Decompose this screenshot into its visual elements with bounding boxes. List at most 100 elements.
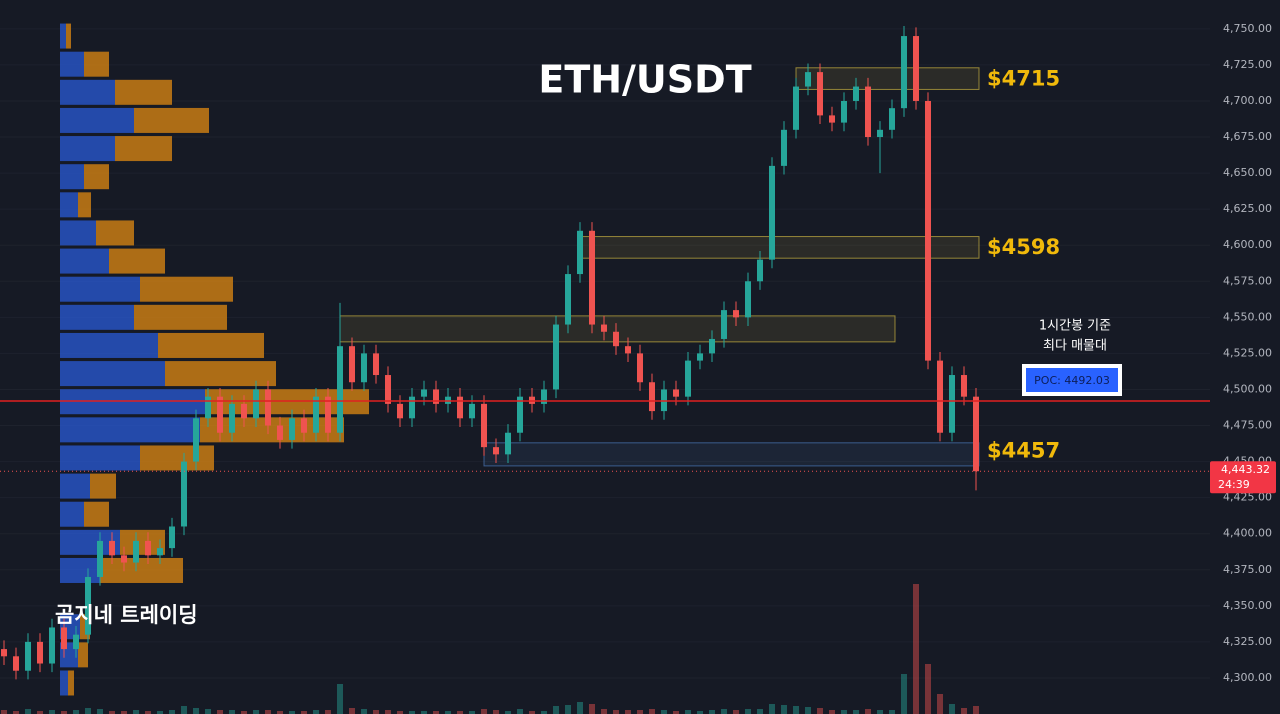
price-axis — [1210, 0, 1280, 714]
profile-buy — [60, 417, 200, 443]
volume-bar — [205, 709, 211, 714]
volume-bar — [865, 709, 871, 714]
volume-bar — [577, 702, 583, 714]
volume-bar — [625, 710, 631, 714]
volume-bar — [289, 711, 295, 714]
poc-note: 1시간봉 기준 — [1039, 319, 1111, 334]
candle-body — [829, 115, 835, 123]
profile-sell — [140, 445, 214, 471]
candle-body — [25, 641, 31, 671]
volume-bar — [781, 705, 787, 714]
volume-bar — [121, 711, 127, 714]
volume-bar — [13, 711, 19, 714]
candle-body — [625, 346, 631, 354]
volume-bar — [673, 711, 679, 714]
candle-body — [181, 461, 187, 527]
volume-bar — [361, 709, 367, 714]
candle-body — [277, 425, 283, 440]
candle-body — [217, 396, 223, 433]
candle-body — [397, 403, 403, 419]
candle-body — [385, 375, 391, 404]
candle-body — [853, 86, 859, 101]
profile-buy — [60, 192, 78, 218]
volume-bar — [241, 711, 247, 714]
candle-body — [769, 165, 775, 260]
candle-body — [877, 129, 883, 138]
volume-bar — [841, 710, 847, 714]
candle-body — [601, 324, 607, 332]
volume-bar — [301, 711, 307, 714]
poc-box-inner — [1026, 368, 1118, 392]
candle-body — [577, 230, 583, 275]
volume-bar — [25, 709, 31, 714]
candle-body — [469, 403, 475, 419]
volume-bar — [73, 710, 79, 714]
volume-bar — [745, 709, 751, 714]
y-tick-label: 4,350.00 — [1223, 599, 1272, 612]
candle-body — [193, 418, 199, 462]
volume-bar — [253, 710, 259, 714]
volume-bar — [565, 705, 571, 714]
volume-bar — [949, 704, 955, 714]
volume-bar — [733, 710, 739, 714]
volume-bar — [325, 710, 331, 714]
poc-note: 최다 매물대 — [1043, 339, 1107, 354]
volume-bar — [613, 710, 619, 714]
zone-label: $4598 — [987, 235, 1060, 259]
y-tick-label: 4,700.00 — [1223, 94, 1272, 107]
profile-buy — [60, 557, 100, 583]
candle-body — [865, 86, 871, 138]
volume-bar — [1, 710, 7, 714]
candle-body — [13, 656, 19, 671]
y-tick-label: 4,575.00 — [1223, 274, 1272, 287]
candle-body — [241, 403, 247, 419]
volume-bar — [637, 710, 643, 714]
profile-sell — [200, 417, 344, 443]
volume-bar — [829, 710, 835, 714]
volume-bar — [937, 694, 943, 714]
volume-bar — [913, 584, 919, 714]
y-tick-label: 4,500.00 — [1223, 382, 1272, 395]
candle-body — [289, 418, 295, 440]
profile-buy — [60, 501, 84, 527]
volume-bar — [805, 707, 811, 714]
volume-bar — [469, 711, 475, 714]
volume-bar — [217, 710, 223, 714]
volume-bar — [973, 706, 979, 714]
candle-body — [109, 540, 115, 556]
countdown: 24:39 — [1218, 478, 1250, 491]
candle-body — [697, 353, 703, 361]
candle-body — [205, 396, 211, 419]
profile-buy — [60, 164, 84, 190]
volume-bar — [817, 708, 823, 714]
candle-body — [229, 403, 235, 433]
volume-bar — [649, 709, 655, 714]
profile-sell — [115, 136, 172, 162]
watermark: 곰지네 트레이딩 — [55, 603, 198, 627]
volume-bar — [265, 710, 271, 714]
candle-body — [505, 432, 511, 455]
volume-bar — [337, 684, 343, 714]
candle-body — [349, 346, 355, 383]
profile-buy — [60, 473, 90, 499]
zone — [579, 236, 980, 259]
profile-buy — [60, 332, 158, 358]
volume-bar — [481, 709, 487, 714]
profile-buy — [60, 445, 140, 471]
candle-body — [841, 100, 847, 123]
candle-body — [805, 72, 811, 87]
candle-body — [685, 360, 691, 397]
volume-bar — [409, 711, 415, 714]
candle-body — [1, 649, 7, 657]
candle-body — [253, 389, 259, 419]
volume-bar — [277, 711, 283, 714]
profile-sell — [66, 23, 71, 49]
candle-body — [121, 555, 127, 563]
candle-body — [961, 375, 967, 397]
volume-bar — [709, 710, 715, 714]
candle-body — [817, 72, 823, 116]
candle-body — [565, 274, 571, 325]
volume-bar — [541, 711, 547, 714]
candle-body — [301, 418, 307, 433]
y-tick-label: 4,625.00 — [1223, 202, 1272, 215]
